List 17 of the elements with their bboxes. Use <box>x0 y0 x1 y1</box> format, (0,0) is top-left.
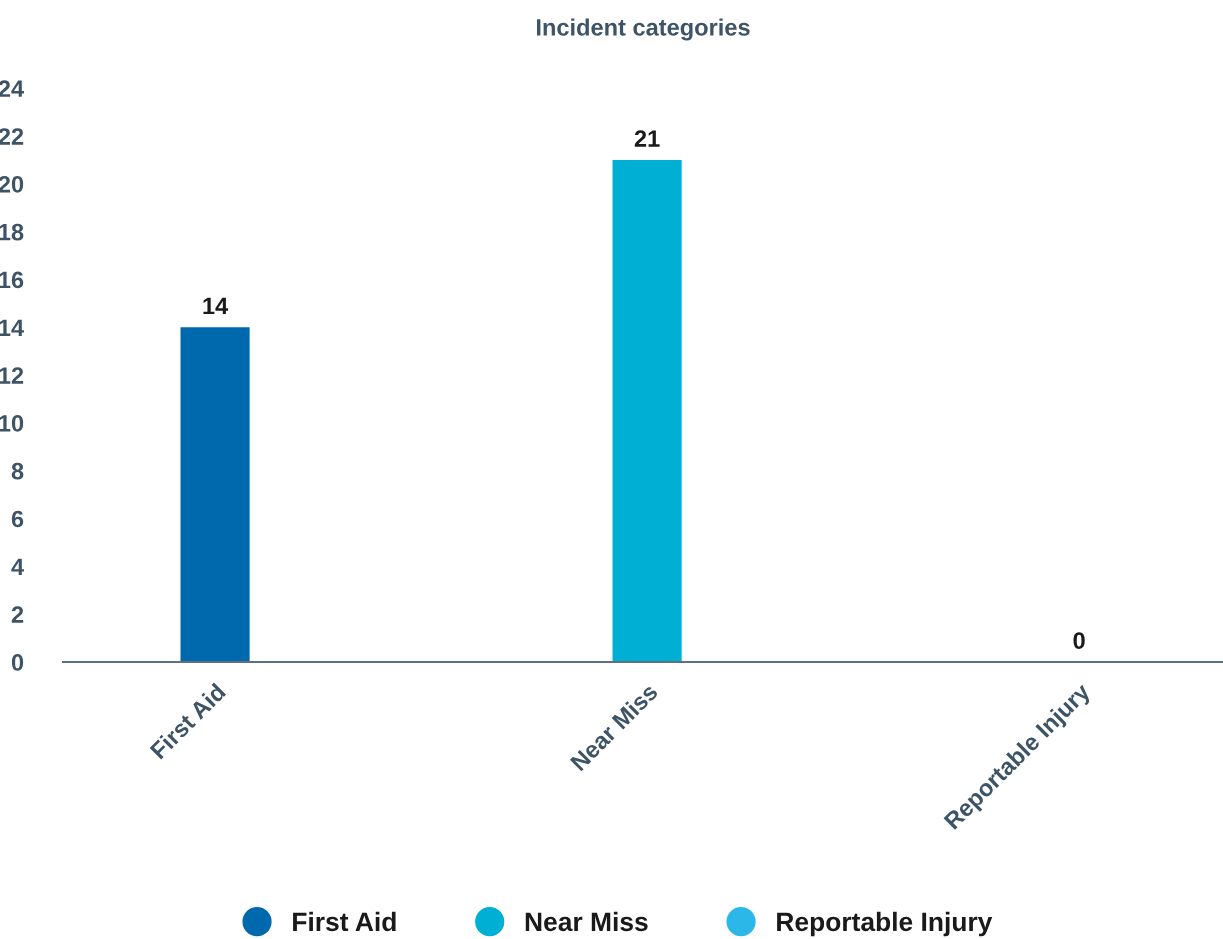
data-label: 14 <box>203 297 229 315</box>
y-tick-label: 0 <box>11 654 24 671</box>
y-tick-label: 16 <box>0 271 24 289</box>
y-tick-label: 18 <box>0 223 24 241</box>
y-tick-label: 14 <box>0 319 24 336</box>
y-tick-label: 10 <box>0 415 24 432</box>
legend-label: First Aid <box>293 911 396 932</box>
y-tick-label: 4 <box>11 558 24 575</box>
data-label: 21 <box>634 130 660 147</box>
y-tick-label: 6 <box>11 510 24 528</box>
y-tick-label: 12 <box>0 367 24 384</box>
legend-label: Reportable Injury <box>777 911 993 937</box>
data-label: 0 <box>1073 632 1085 649</box>
y-tick-label: 8 <box>11 462 24 480</box>
chart-title: Incident categories <box>536 18 750 41</box>
y-tick-label: 2 <box>11 606 24 623</box>
legend-label: Near Miss <box>525 911 648 932</box>
